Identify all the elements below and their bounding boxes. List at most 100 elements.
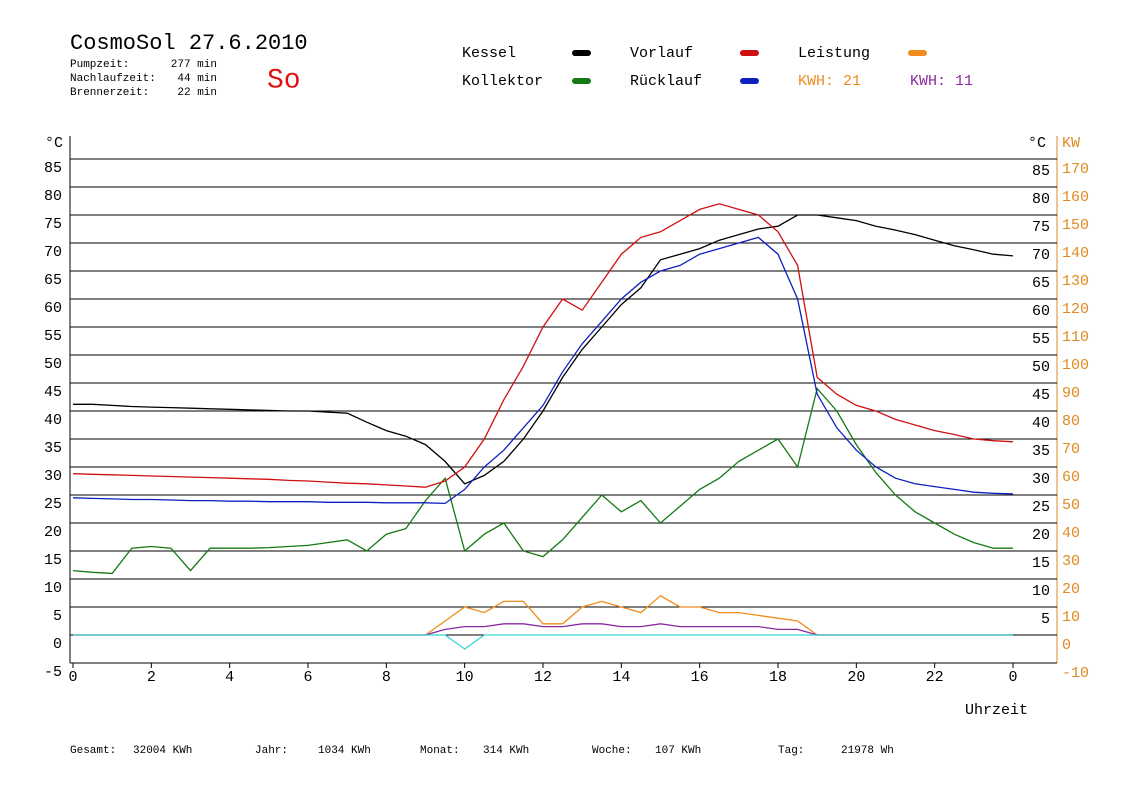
- y-right-tick-label: 35: [1032, 443, 1050, 460]
- legend-label: Leistung: [798, 45, 870, 62]
- y-right-tick-label: 30: [1032, 471, 1050, 488]
- y-axis-label: °C: [45, 135, 63, 152]
- y-tick-label: 30: [44, 468, 62, 485]
- y-tick-label: 65: [44, 272, 62, 289]
- y2-tick-label: 50: [1062, 497, 1080, 514]
- y-tick-label: 20: [44, 524, 62, 541]
- x-tick-label: 12: [534, 669, 552, 686]
- y-tick-label: 60: [44, 300, 62, 317]
- total-label: Gesamt:: [70, 745, 116, 757]
- y2-tick-label: 120: [1062, 301, 1089, 318]
- total-value: 107 KWh: [655, 745, 701, 757]
- y-tick-label: 45: [44, 384, 62, 401]
- y-tick-label: 0: [53, 636, 62, 653]
- y2-tick-label: 20: [1062, 581, 1080, 598]
- y-tick-label: 50: [44, 356, 62, 373]
- total-value: 21978 Wh: [841, 745, 894, 757]
- y2-tick-label: 60: [1062, 469, 1080, 486]
- total-label: Woche:: [592, 745, 632, 757]
- x-tick-label: 20: [847, 669, 865, 686]
- stat-label: Nachlaufzeit:: [70, 73, 156, 85]
- kwh-label: KWH: 11: [910, 73, 973, 90]
- y2-tick-label: 140: [1062, 245, 1089, 262]
- stat-value: 22 min: [177, 87, 217, 99]
- y-right-tick-label: 85: [1032, 163, 1050, 180]
- y-tick-label: 25: [44, 496, 62, 513]
- y-tick-label: 10: [44, 580, 62, 597]
- x-tick-label: 14: [612, 669, 630, 686]
- y2-tick-label: 170: [1062, 161, 1089, 178]
- y-right-tick-label: 45: [1032, 387, 1050, 404]
- y2-tick-label: 130: [1062, 273, 1089, 290]
- legend-label: Kessel: [462, 45, 516, 62]
- y-right-tick-label: 65: [1032, 275, 1050, 292]
- y2-tick-label: 30: [1062, 553, 1080, 570]
- y-right-tick-label: 50: [1032, 359, 1050, 376]
- legend-label: Kollektor: [462, 73, 543, 90]
- total-label: Tag:: [778, 745, 804, 757]
- series-line: [73, 634, 1013, 650]
- x-axis-label: Uhrzeit: [965, 702, 1028, 719]
- y2-tick-label: 90: [1062, 385, 1080, 402]
- legend-label: Rücklauf: [630, 73, 702, 90]
- x-tick-label: 6: [303, 669, 312, 686]
- y2-tick-label: 10: [1062, 609, 1080, 626]
- x-tick-label: 16: [691, 669, 709, 686]
- y-tick-label: 85: [44, 160, 62, 177]
- y-right-tick-label: 5: [1041, 611, 1050, 628]
- total-value: 314 KWh: [483, 745, 529, 757]
- y2-tick-label: 70: [1062, 441, 1080, 458]
- y-tick-label: 40: [44, 412, 62, 429]
- series-line: [72, 203, 1014, 488]
- stat-value: 277 min: [171, 59, 217, 71]
- y-right-tick-label: 75: [1032, 219, 1050, 236]
- y2-tick-label: 100: [1062, 357, 1089, 374]
- y-tick-label: 35: [44, 440, 62, 457]
- y2-tick-label: 160: [1062, 189, 1089, 206]
- stat-label: Pumpzeit:: [70, 59, 129, 71]
- y-right-tick-label: 70: [1032, 247, 1050, 264]
- day-label: So: [267, 65, 301, 96]
- y-tick-label: -5: [44, 664, 62, 681]
- y2-tick-label: 40: [1062, 525, 1080, 542]
- y-tick-label: 15: [44, 552, 62, 569]
- series-line: [72, 387, 1013, 575]
- kwh-label: KWH: 21: [798, 73, 861, 90]
- x-tick-label: 18: [769, 669, 787, 686]
- x-tick-label: 8: [382, 669, 391, 686]
- total-label: Monat:: [420, 745, 460, 757]
- y-right-tick-label: 60: [1032, 303, 1050, 320]
- y-right-tick-label: 55: [1032, 331, 1050, 348]
- series-line: [73, 623, 1013, 636]
- x-tick-label: 4: [225, 669, 234, 686]
- chart-title: CosmoSol 27.6.2010: [70, 31, 308, 56]
- total-label: Jahr:: [255, 745, 288, 757]
- series-line: [73, 214, 1014, 485]
- stat-label: Brennerzeit:: [70, 87, 149, 99]
- y-tick-label: 55: [44, 328, 62, 345]
- y2-tick-label: 150: [1062, 217, 1089, 234]
- y-right-tick-label: 15: [1032, 555, 1050, 572]
- x-tick-label: 2: [147, 669, 156, 686]
- series-line: [72, 236, 1014, 505]
- y-tick-label: 5: [53, 608, 62, 625]
- y2-tick-label: 0: [1062, 637, 1071, 654]
- stat-value: 44 min: [177, 73, 217, 85]
- y-right-tick-label: 25: [1032, 499, 1050, 516]
- y-right-tick-label: 10: [1032, 583, 1050, 600]
- y-tick-label: 80: [44, 188, 62, 205]
- legend-label: Vorlauf: [630, 45, 693, 62]
- series-line: [73, 595, 1013, 636]
- y-tick-label: 75: [44, 216, 62, 233]
- y-right-tick-label: 20: [1032, 527, 1050, 544]
- x-tick-label: 22: [926, 669, 944, 686]
- x-tick-label: 10: [456, 669, 474, 686]
- y2-tick-label: -10: [1062, 665, 1089, 682]
- y-tick-label: 70: [44, 244, 62, 261]
- x-tick-label: 0: [68, 669, 77, 686]
- total-value: 1034 KWh: [318, 745, 371, 757]
- y2-axis-label: KW: [1062, 135, 1080, 152]
- total-value: 32004 KWh: [133, 745, 192, 757]
- x-tick-label: 0: [1008, 669, 1017, 686]
